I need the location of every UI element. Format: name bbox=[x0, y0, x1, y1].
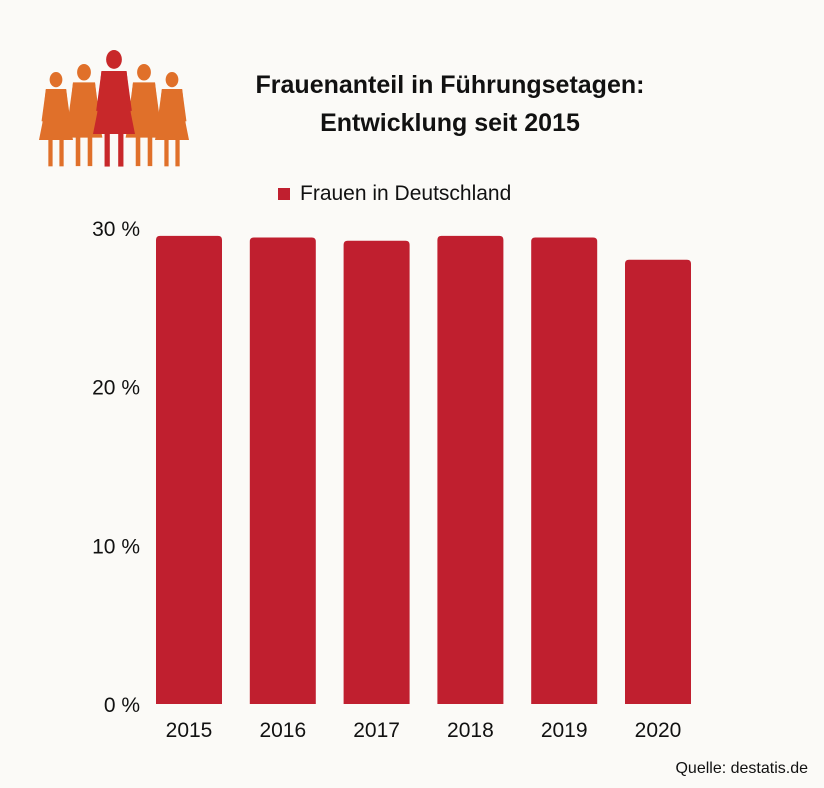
y-tick-label: 20 % bbox=[92, 377, 140, 400]
bar-2019 bbox=[531, 237, 598, 704]
woman-figure-highlighted bbox=[93, 50, 135, 167]
group-of-women-icon bbox=[39, 50, 189, 167]
legend-label: Frauen in Deutschland bbox=[300, 182, 512, 205]
source-note: Quelle: destatis.de bbox=[675, 760, 808, 777]
bar-2017 bbox=[343, 240, 410, 704]
legend: Frauen in Deutschland bbox=[278, 182, 511, 206]
woman-figure bbox=[155, 72, 189, 167]
title-line-1: Frauenanteil in Führungsetagen: bbox=[255, 71, 645, 99]
woman-figure bbox=[125, 64, 163, 167]
x-tick-label: 2018 bbox=[447, 719, 494, 742]
x-tick-label: 2017 bbox=[353, 719, 400, 742]
x-tick-label: 2016 bbox=[259, 719, 306, 742]
y-tick-label: 30 % bbox=[92, 218, 140, 241]
chart-title: Frauenanteil in Führungsetagen: Entwickl… bbox=[200, 66, 700, 142]
woman-figure bbox=[65, 64, 103, 167]
legend-swatch bbox=[278, 188, 290, 200]
woman-figure bbox=[39, 72, 73, 167]
x-tick-label: 2015 bbox=[166, 719, 213, 742]
bar-2020 bbox=[625, 259, 691, 704]
x-tick-label: 2020 bbox=[635, 719, 682, 742]
y-tick-label: 10 % bbox=[92, 535, 140, 558]
y-tick-label: 0 % bbox=[104, 694, 140, 717]
x-tick-label: 2019 bbox=[541, 719, 588, 742]
bar-2018 bbox=[437, 235, 504, 704]
bar-2016 bbox=[249, 237, 316, 704]
title-line-2: Entwicklung seit 2015 bbox=[320, 109, 580, 137]
bar-2015 bbox=[156, 235, 222, 704]
